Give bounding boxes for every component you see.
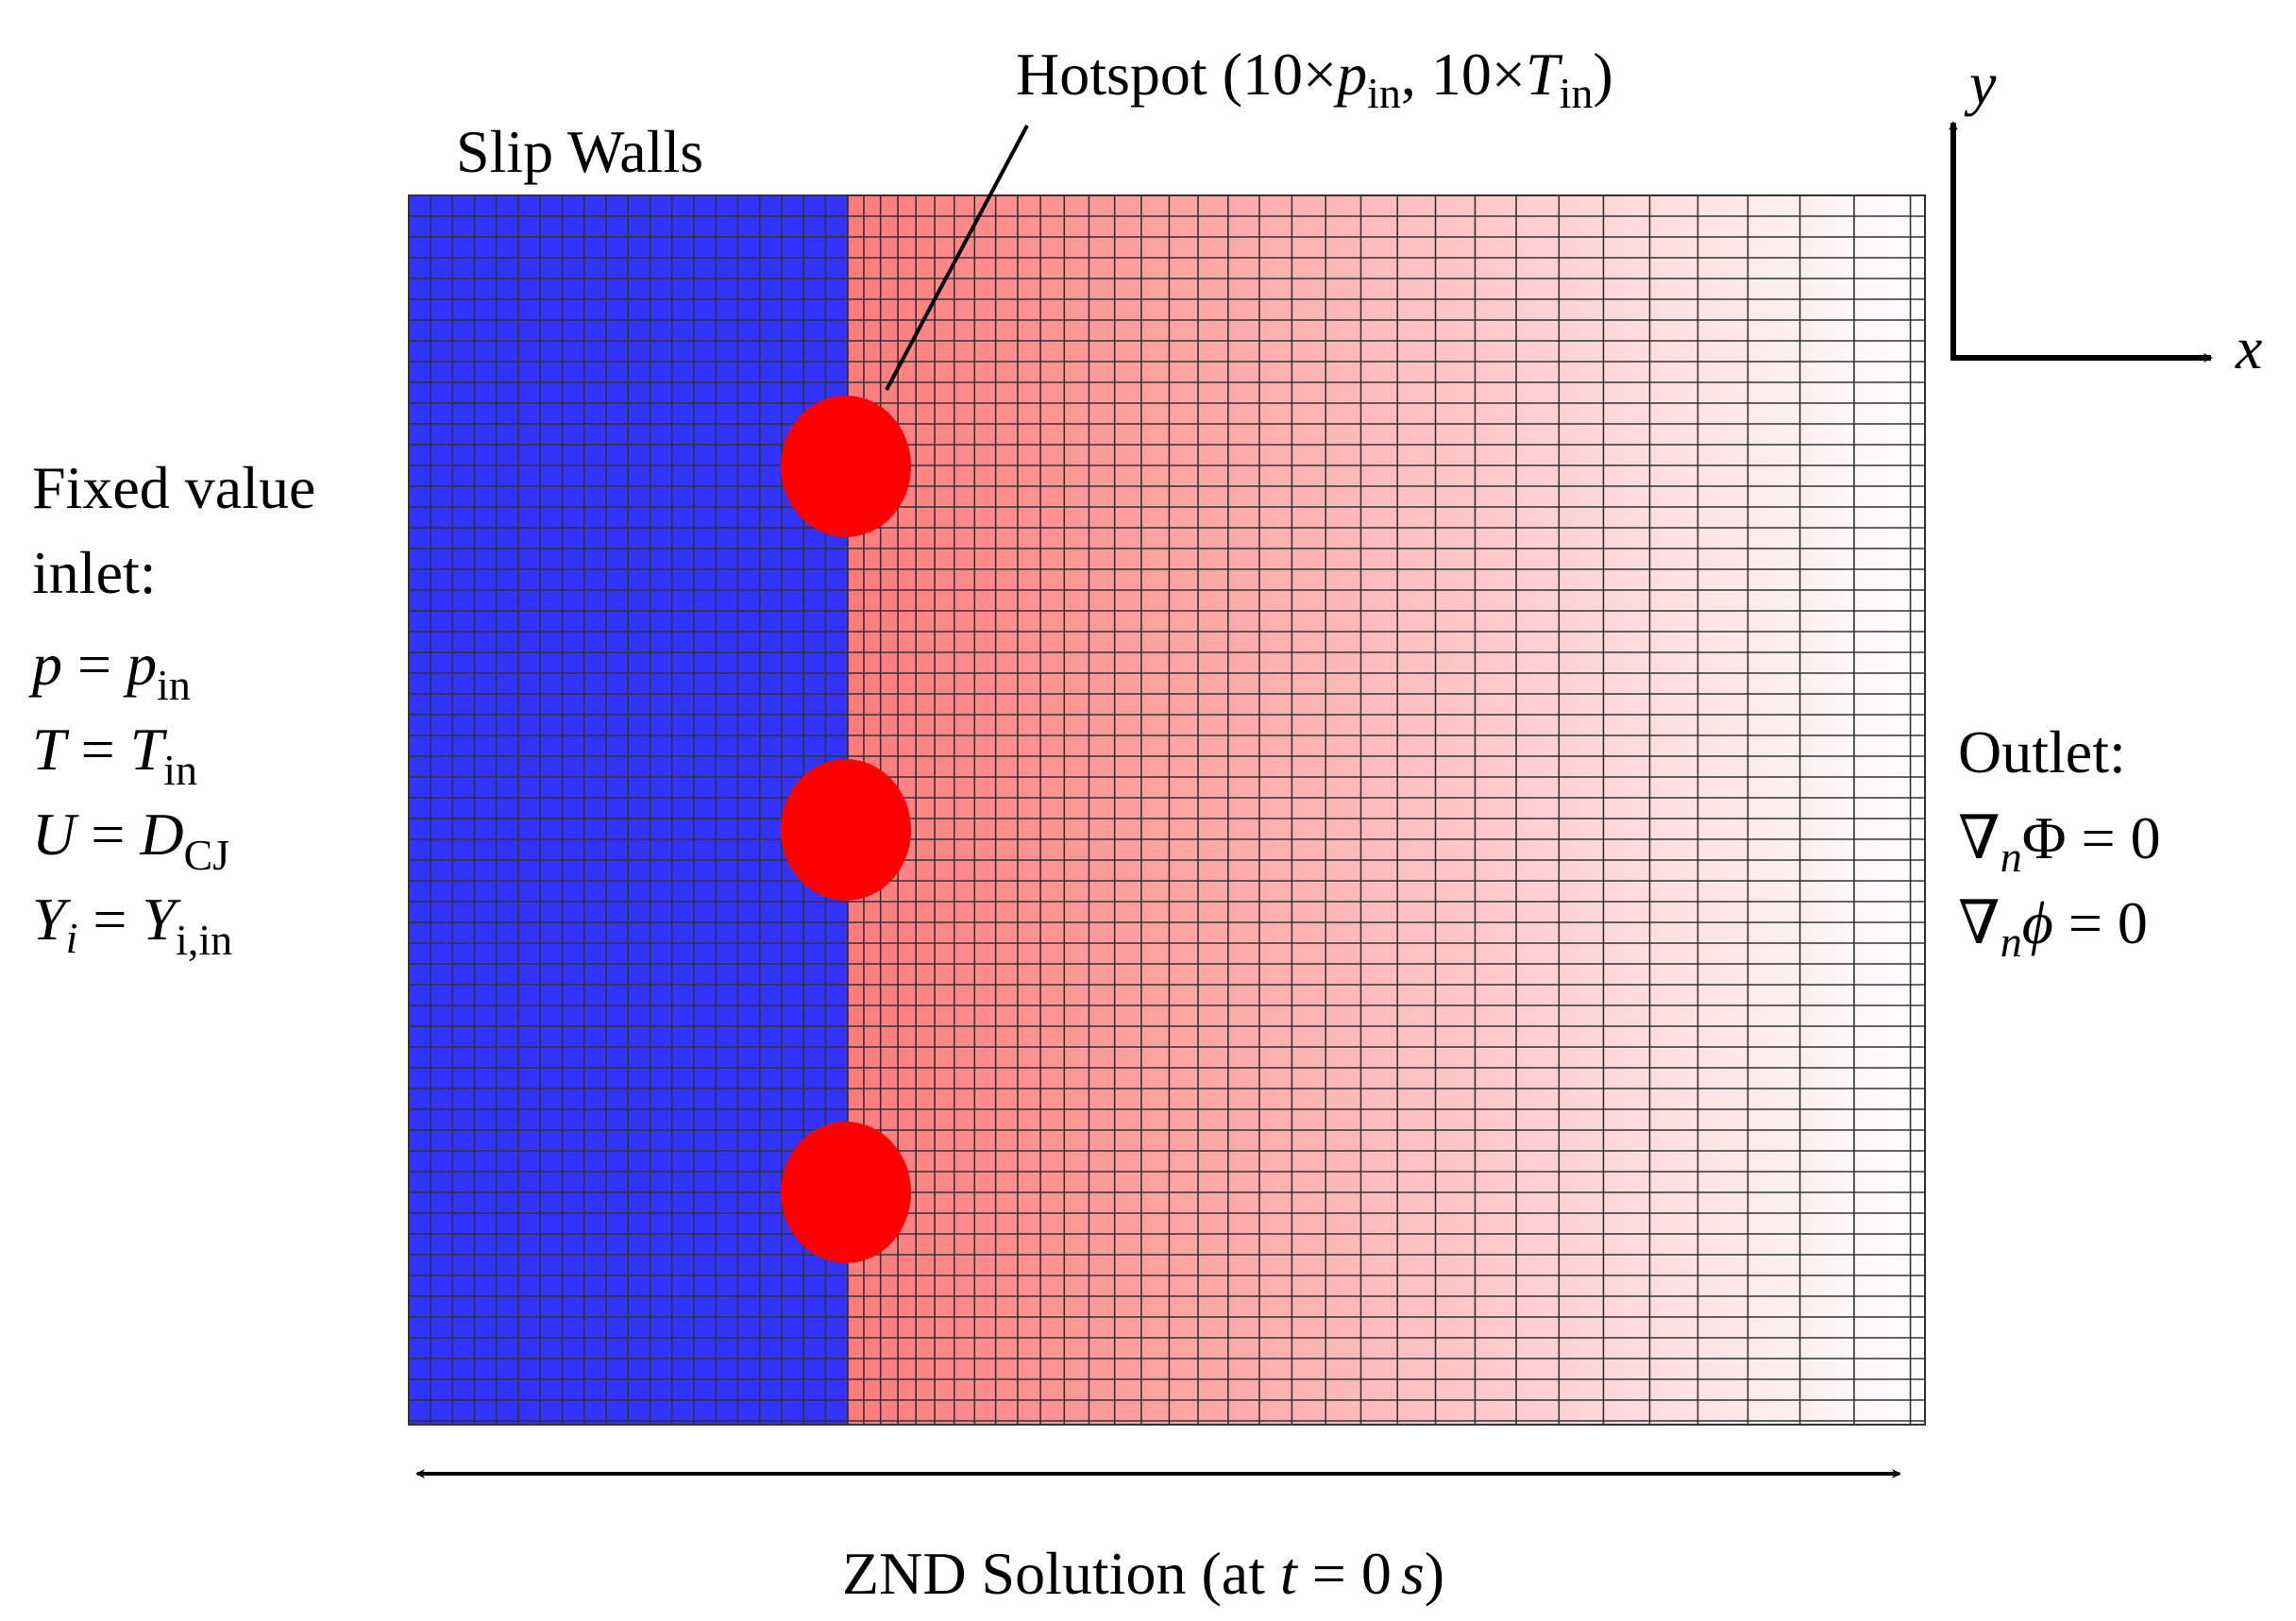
leader-line bbox=[885, 125, 1029, 391]
inlet-condition: U = DCJ bbox=[32, 801, 229, 879]
inlet-condition: T = Tin bbox=[32, 716, 197, 794]
hotspot bbox=[781, 1122, 911, 1263]
text: T bbox=[32, 716, 70, 783]
text: ϕ bbox=[2022, 889, 2053, 956]
axis-label: x bbox=[2235, 314, 2262, 381]
text: p bbox=[28, 631, 62, 698]
inlet-condition: p = pin bbox=[28, 631, 191, 709]
inlet-title: inlet: bbox=[32, 539, 157, 606]
axis-label: y bbox=[1964, 50, 1997, 117]
text: p bbox=[1333, 41, 1367, 108]
text: Y bbox=[32, 886, 72, 953]
text: ∇ bbox=[1958, 889, 2001, 956]
text: in bbox=[157, 661, 191, 709]
text: = bbox=[66, 716, 130, 783]
text: = bbox=[76, 801, 140, 868]
outlet-title: Outlet: bbox=[1958, 718, 2126, 785]
text: i bbox=[66, 914, 78, 962]
text: T bbox=[1526, 41, 1563, 108]
outlet-condition: ∇nϕ = 0 bbox=[1958, 889, 2148, 966]
domain-border bbox=[408, 194, 1926, 1426]
text: ZND Solution (at bbox=[842, 1540, 1280, 1607]
text: n bbox=[2001, 918, 2022, 966]
znd-label: ZND Solution (at t = 0 s) bbox=[842, 1540, 1444, 1607]
text: = bbox=[62, 631, 127, 698]
inlet-title: Fixed value bbox=[32, 454, 315, 521]
slip-walls-label: Slip Walls bbox=[456, 118, 703, 185]
text: n bbox=[2001, 833, 2022, 881]
text: i,in bbox=[176, 916, 232, 964]
text: = 0 bbox=[1297, 1540, 1392, 1607]
hotspot-label: Hotspot (10×pin, 10×Tin) bbox=[1016, 41, 1613, 117]
text: D bbox=[139, 801, 183, 868]
text: ∇ bbox=[1958, 804, 2001, 871]
text: Hotspot (10× bbox=[1016, 41, 1337, 108]
text: in bbox=[1560, 69, 1594, 117]
text: CJ bbox=[184, 831, 230, 879]
text: = 0 bbox=[2066, 804, 2160, 871]
mesh bbox=[409, 195, 1925, 1425]
text: in bbox=[1367, 69, 1401, 117]
text: in bbox=[163, 746, 197, 794]
text: ) bbox=[1593, 41, 1612, 108]
text: T bbox=[130, 716, 168, 783]
text: Y bbox=[142, 886, 181, 953]
text: = bbox=[77, 886, 142, 953]
outlet-condition: ∇nΦ = 0 bbox=[1958, 804, 2161, 881]
outlet-conditions: ∇nΦ = 0∇nϕ = 0 bbox=[1958, 804, 2161, 966]
inlet-condition: Yi = Yi,in bbox=[32, 886, 232, 964]
text: s bbox=[1401, 1540, 1425, 1607]
text: ) bbox=[1425, 1540, 1444, 1607]
text: t bbox=[1280, 1540, 1299, 1607]
text: U bbox=[32, 801, 79, 868]
text: p bbox=[123, 631, 157, 698]
hotspot bbox=[781, 759, 911, 901]
znd-region bbox=[848, 195, 1925, 1425]
text: = 0 bbox=[2053, 889, 2148, 956]
text: , 10× bbox=[1401, 41, 1526, 108]
text: Φ bbox=[2022, 804, 2067, 871]
hotspot bbox=[781, 396, 911, 537]
